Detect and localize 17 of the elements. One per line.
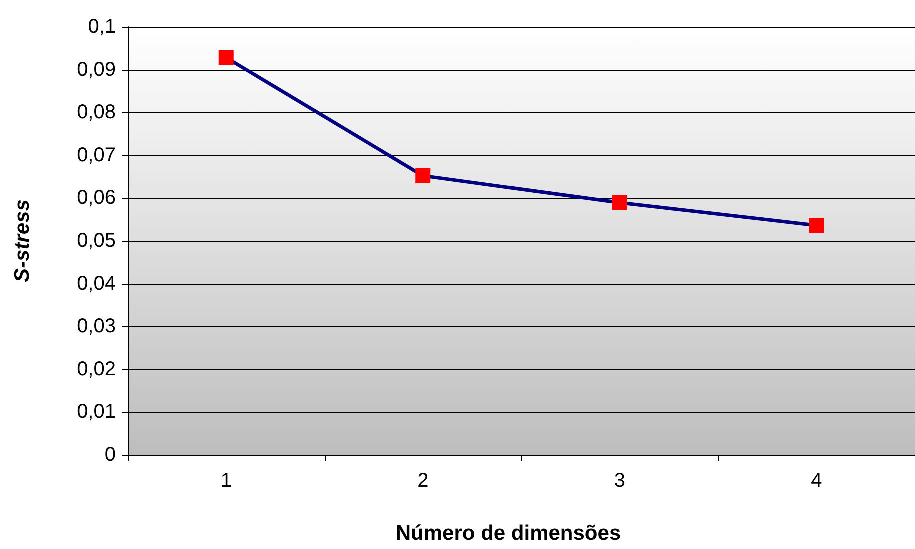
y-tick-label: 0,02 — [77, 358, 116, 380]
y-tick-label: 0,08 — [77, 102, 116, 124]
y-tick-label: 0,06 — [77, 187, 116, 210]
x-tick-label: 3 — [614, 470, 626, 492]
y-tick-label: 0,1 — [88, 16, 116, 38]
y-axis-title: S-stress — [11, 200, 34, 282]
x-tick-label: 4 — [811, 470, 822, 492]
y-tick-label: 0,01 — [77, 401, 116, 424]
y-tick-label: 0,07 — [77, 144, 116, 166]
y-tick-label: 0,05 — [77, 230, 116, 252]
x-tick-label: 1 — [220, 470, 232, 492]
x-axis-title: Número de dimensões — [396, 522, 622, 545]
y-tick-label: 0,04 — [77, 272, 116, 295]
y-tick-label: 0,03 — [77, 316, 116, 338]
x-tick-label: 2 — [418, 470, 429, 492]
y-tick-label: 0,09 — [77, 58, 116, 81]
y-tick-label: 0 — [104, 444, 116, 466]
